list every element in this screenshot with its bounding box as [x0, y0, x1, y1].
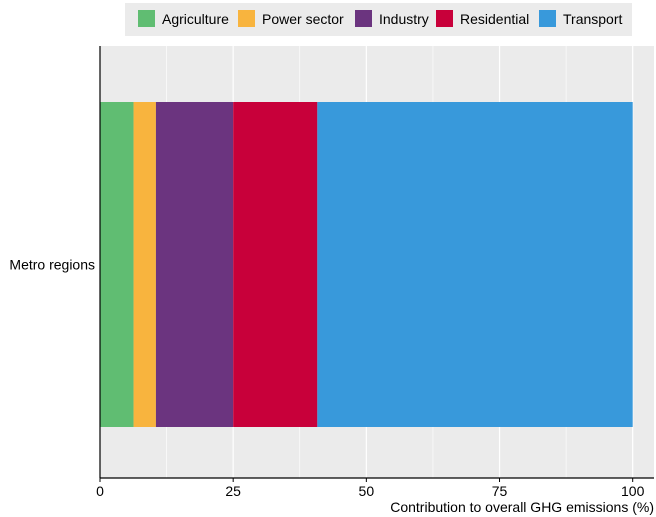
x-tick-label: 75: [492, 483, 508, 499]
axes: [99, 46, 654, 479]
x-tick-label: 50: [359, 483, 375, 499]
bar-segment-transport: [317, 102, 633, 427]
legend-swatch-transport: [539, 10, 556, 27]
x-axis-ticks: 0 25 50 75 100: [96, 478, 645, 499]
legend-label: Industry: [379, 11, 429, 27]
legend-swatch-industry: [355, 10, 372, 27]
category-label: Metro regions: [9, 257, 95, 273]
legend-swatch-power-sector: [238, 10, 255, 27]
x-tick-label: 100: [621, 483, 645, 499]
x-axis-title: Contribution to overall GHG emissions (%…: [390, 499, 654, 515]
bar-segment-industry: [155, 102, 234, 427]
x-tick-label: 0: [96, 483, 104, 499]
legend-label: Agriculture: [162, 11, 229, 27]
legend-label: Power sector: [262, 11, 344, 27]
bar-segment-residential: [233, 102, 318, 427]
y-axis-labels: Metro regions: [9, 257, 95, 273]
legend-swatch-agriculture: [138, 10, 155, 27]
legend: Agriculture Power sector Industry Residenti…: [125, 3, 632, 36]
bars: [100, 102, 633, 427]
legend-label: Transport: [563, 11, 623, 27]
legend-swatch-residential: [436, 10, 453, 27]
bar-segment-power-sector: [133, 102, 156, 427]
x-tick-label: 25: [225, 483, 241, 499]
legend-label: Residential: [460, 11, 529, 27]
bar-segment-agriculture: [100, 102, 134, 427]
